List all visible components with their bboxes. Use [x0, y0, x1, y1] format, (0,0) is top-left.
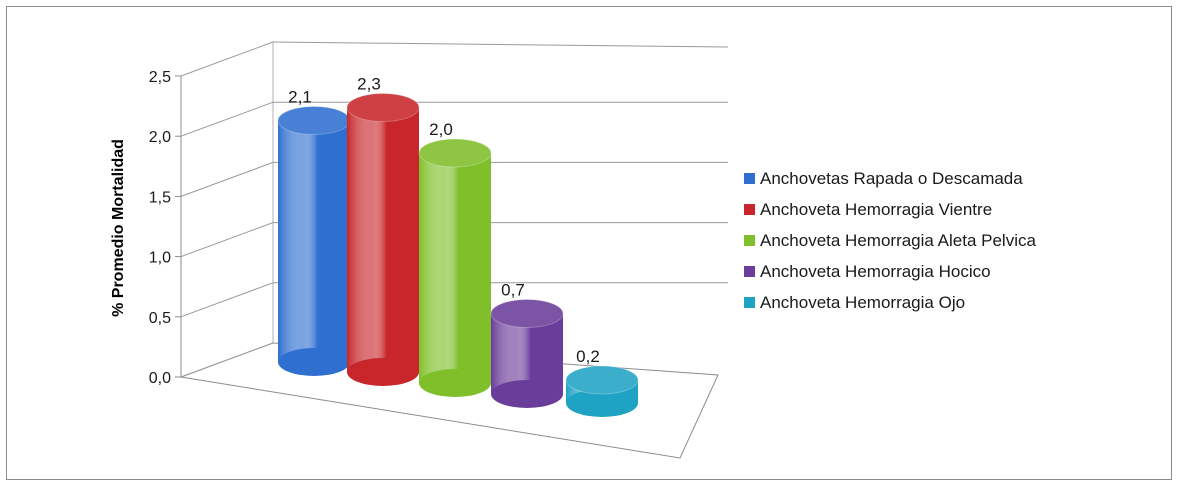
bar: 2,1 — [277, 88, 351, 376]
bar-value-label: 2,3 — [357, 75, 381, 94]
legend-item: Anchoveta Hemorragia Ojo — [744, 293, 965, 312]
bar-shading — [419, 153, 491, 383]
bar-bottom — [278, 348, 350, 376]
bar: 2,3 — [346, 75, 420, 386]
bar-top — [565, 365, 639, 395]
legend-item: Anchoveta Hemorragia Aleta Pelvica — [744, 231, 1036, 250]
bars: 2,1 2,3 2,0 0,7 0,2 — [277, 75, 639, 417]
bar-shading — [278, 120, 350, 362]
bar-bottom — [347, 358, 419, 386]
gridline-depth — [180, 342, 274, 378]
bar: 2,0 — [418, 120, 492, 397]
bar-top-highlight — [566, 366, 638, 395]
gridline-depth — [180, 222, 274, 258]
y-tick-label: 0,0 — [149, 370, 171, 387]
y-axis: 0,0 0,5 1,0 1,5 2,0 2,5 — [149, 69, 181, 387]
bar-value-label: 2,0 — [429, 120, 453, 139]
bar: 0,2 — [565, 347, 639, 417]
y-tick-label: 1,5 — [149, 189, 171, 206]
bar-top — [418, 138, 492, 168]
bar-value-label: 0,7 — [501, 281, 525, 300]
gridline-depth — [180, 101, 274, 137]
legend-label: Anchoveta Hemorragia Vientre — [760, 200, 992, 219]
bar-top — [346, 93, 420, 123]
bar-bottom — [419, 369, 491, 397]
legend-label: Anchoveta Hemorragia Hocico — [760, 262, 991, 281]
y-axis-label: % Promedio Mortalidad — [110, 139, 127, 317]
bar-top-highlight — [491, 299, 563, 328]
legend-swatch — [744, 235, 755, 246]
legend-swatch — [744, 204, 755, 215]
legend: Anchovetas Rapada o Descamada Anchoveta H… — [744, 169, 1036, 312]
y-tick-label: 2,0 — [149, 129, 171, 146]
bar-bottom — [566, 389, 638, 417]
legend-label: Anchoveta Hemorragia Aleta Pelvica — [760, 231, 1036, 250]
bar-top-highlight — [278, 106, 350, 135]
legend-swatch — [744, 173, 755, 184]
gridline-depth — [180, 282, 274, 318]
bar-top-highlight — [419, 139, 491, 168]
gridline-depth — [180, 161, 274, 197]
bar-top — [490, 299, 564, 329]
bar-value-label: 2,1 — [288, 88, 312, 107]
bar-bottom — [491, 380, 563, 408]
y-tick-label: 0,5 — [149, 310, 171, 327]
legend-label: Anchoveta Hemorragia Ojo — [760, 293, 965, 312]
legend-item: Anchoveta Hemorragia Hocico — [744, 262, 991, 281]
bar-value-label: 0,2 — [576, 347, 600, 366]
legend-swatch — [744, 297, 755, 308]
y-tick-label: 2,5 — [149, 69, 171, 86]
legend-label: Anchovetas Rapada o Descamada — [760, 169, 1023, 188]
y-tick-label: 1,0 — [149, 250, 171, 267]
gridline — [272, 41, 729, 48]
gridline-depth — [180, 41, 274, 77]
bar-top-highlight — [347, 93, 419, 122]
bar: 0,7 — [490, 281, 564, 408]
legend-item: Anchovetas Rapada o Descamada — [744, 169, 1023, 188]
legend-item: Anchoveta Hemorragia Vientre — [744, 200, 992, 219]
legend-swatch — [744, 266, 755, 277]
bar-shading — [347, 107, 419, 373]
